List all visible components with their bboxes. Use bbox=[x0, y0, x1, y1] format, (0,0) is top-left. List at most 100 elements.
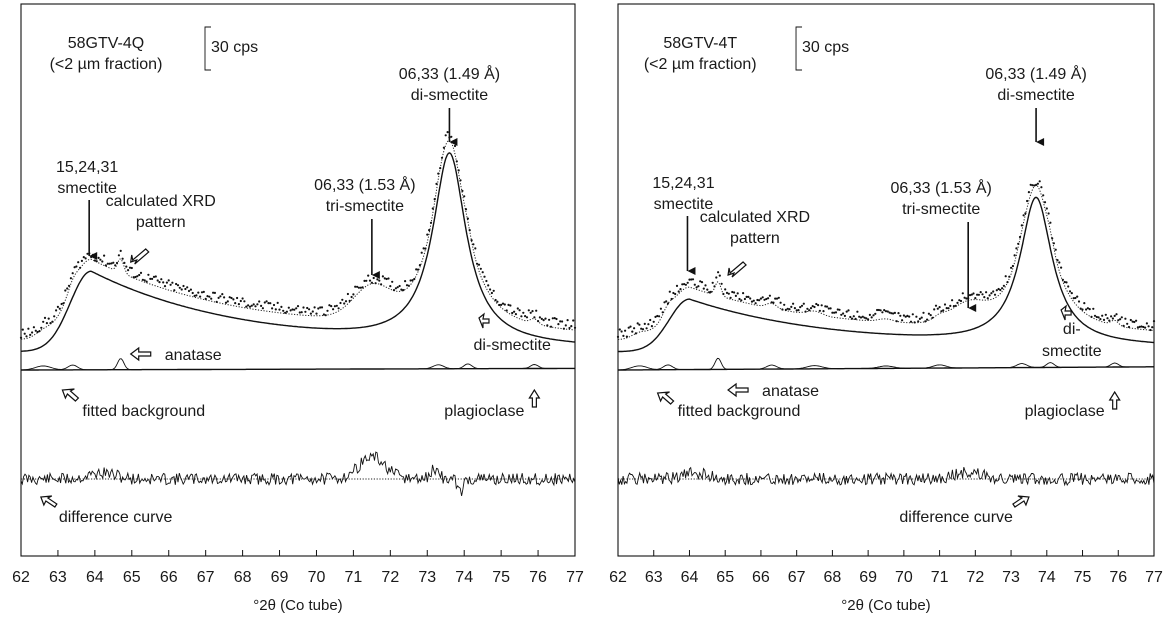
data-point bbox=[130, 266, 133, 270]
data-point bbox=[888, 311, 891, 314]
data-point bbox=[114, 264, 117, 267]
data-point bbox=[818, 309, 822, 312]
data-point bbox=[767, 297, 770, 300]
data-point bbox=[513, 310, 516, 313]
data-point bbox=[629, 325, 632, 328]
data-point bbox=[328, 304, 331, 307]
data-point bbox=[392, 289, 396, 292]
data-point bbox=[1133, 320, 1136, 324]
data-point bbox=[958, 299, 961, 302]
data-point bbox=[829, 307, 832, 310]
data-point bbox=[38, 330, 41, 333]
data-point bbox=[402, 289, 405, 292]
data-point bbox=[472, 243, 475, 246]
data-point bbox=[759, 297, 763, 300]
anatase-arrow-icon bbox=[727, 382, 749, 398]
data-point bbox=[439, 167, 442, 170]
difference-curve-arrow-icon bbox=[40, 495, 58, 508]
data-point bbox=[165, 281, 168, 284]
data-point bbox=[239, 299, 242, 303]
data-point bbox=[548, 318, 551, 321]
data-point bbox=[278, 308, 281, 311]
data-point bbox=[842, 312, 845, 315]
data-point bbox=[768, 294, 772, 297]
data-point bbox=[781, 308, 784, 311]
data-point bbox=[1076, 295, 1079, 298]
data-point bbox=[927, 312, 931, 315]
difference-curve-arrow-icon bbox=[1012, 495, 1030, 508]
data-point bbox=[260, 304, 263, 307]
data-point bbox=[108, 262, 111, 265]
data-point bbox=[217, 296, 220, 299]
data-point bbox=[387, 277, 390, 280]
data-point bbox=[627, 326, 630, 329]
calculated-pattern-arrow-icon bbox=[129, 248, 150, 265]
data-point bbox=[258, 300, 261, 303]
data-point bbox=[752, 299, 755, 302]
data-point bbox=[245, 305, 248, 308]
data-point bbox=[1017, 242, 1020, 245]
fitted-background-label: fitted background bbox=[82, 403, 205, 420]
data-point bbox=[474, 247, 477, 250]
data-point bbox=[158, 281, 161, 284]
data-point bbox=[339, 301, 342, 305]
data-point bbox=[86, 252, 89, 255]
data-point bbox=[645, 327, 648, 330]
data-point bbox=[968, 294, 972, 297]
data-point bbox=[138, 273, 141, 277]
data-point bbox=[734, 294, 738, 297]
plagioclase-label: plagioclase bbox=[444, 403, 524, 420]
data-point bbox=[418, 264, 421, 267]
data-point bbox=[457, 169, 460, 172]
data-point bbox=[522, 311, 525, 314]
data-point bbox=[285, 310, 288, 313]
data-point bbox=[965, 297, 968, 300]
data-point bbox=[394, 287, 397, 290]
data-point bbox=[868, 313, 872, 316]
data-point bbox=[834, 311, 838, 314]
calculated-pattern-label: pattern bbox=[136, 214, 186, 231]
data-point bbox=[824, 305, 827, 308]
data-point bbox=[856, 310, 859, 313]
data-point bbox=[21, 328, 24, 331]
data-point bbox=[893, 311, 897, 314]
data-point bbox=[1110, 315, 1113, 318]
data-point bbox=[1083, 302, 1086, 305]
data-point bbox=[713, 285, 716, 288]
xrd-panel-1: 62 63 64 65 66 67 68 69 70 71 72 73 74 75 76 77 °2θ (Co … bbox=[12, 3, 584, 614]
data-point bbox=[867, 318, 870, 321]
tri-smectite-peak-label: tri-smectite bbox=[326, 198, 404, 215]
data-point bbox=[942, 309, 945, 312]
di-smectite-peak-label: 06,33 (1.49 Å) bbox=[399, 64, 500, 83]
data-point bbox=[101, 260, 104, 263]
data-point bbox=[731, 290, 734, 294]
x-tick-label: 77 bbox=[566, 569, 584, 586]
x-tick-label: 67 bbox=[788, 569, 806, 586]
data-point bbox=[463, 195, 466, 198]
difference-curve-label: difference curve bbox=[899, 509, 1013, 526]
data-point bbox=[169, 283, 172, 286]
data-point bbox=[749, 297, 752, 300]
data-point bbox=[1020, 224, 1023, 227]
smectite-peak-label: smectite bbox=[57, 180, 117, 197]
observed-data-points bbox=[616, 180, 1156, 338]
data-point bbox=[879, 309, 882, 312]
data-point bbox=[1088, 308, 1091, 311]
data-point bbox=[295, 307, 298, 310]
data-point bbox=[718, 274, 721, 277]
data-point bbox=[922, 311, 925, 314]
data-point bbox=[1102, 318, 1106, 321]
data-point bbox=[802, 302, 805, 305]
data-point bbox=[261, 307, 264, 310]
data-point bbox=[398, 284, 401, 288]
data-point bbox=[997, 287, 1000, 291]
data-point bbox=[742, 292, 745, 295]
data-point bbox=[514, 313, 518, 316]
data-point bbox=[162, 281, 165, 284]
data-point bbox=[45, 322, 49, 325]
data-point bbox=[665, 300, 668, 303]
data-point bbox=[738, 297, 741, 301]
data-point bbox=[27, 327, 30, 330]
data-point bbox=[806, 307, 809, 310]
data-point bbox=[494, 298, 497, 302]
